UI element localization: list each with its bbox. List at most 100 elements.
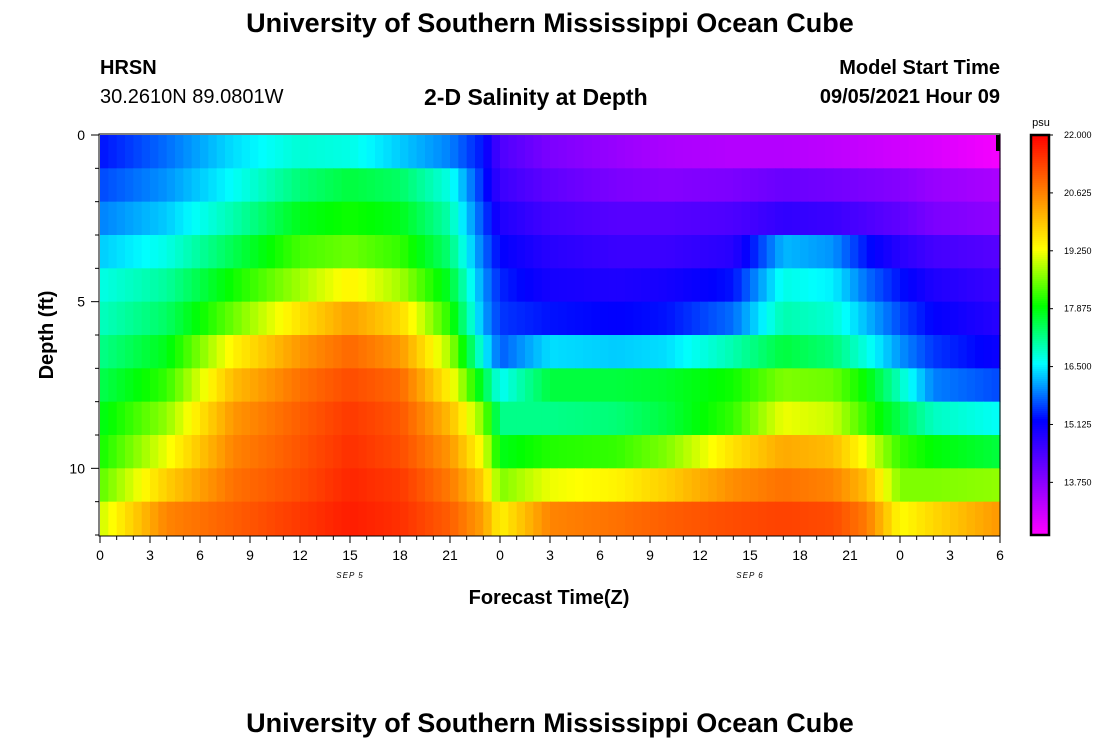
heatmap-cell <box>791 235 801 269</box>
heatmap-cell <box>383 468 393 503</box>
heatmap-cell <box>808 201 818 236</box>
heatmap-cell <box>341 368 351 403</box>
heatmap-cell <box>975 268 984 303</box>
heatmap-cell <box>983 401 993 436</box>
heatmap-cell <box>583 435 593 469</box>
heatmap-cell <box>600 401 609 436</box>
heatmap-cell <box>250 501 259 536</box>
heatmap-cell <box>425 368 434 403</box>
heatmap-cell <box>666 168 676 203</box>
heatmap-cell <box>841 368 851 403</box>
heatmap-cell <box>408 268 418 303</box>
heatmap-cell <box>741 368 751 403</box>
heatmap-cell <box>966 268 976 303</box>
heatmap-cell <box>983 368 993 403</box>
heatmap-cell <box>775 135 784 169</box>
heatmap-cell <box>383 368 393 403</box>
heatmap-cell <box>683 435 693 469</box>
heatmap-cell <box>308 168 318 203</box>
heatmap-cell <box>466 435 476 469</box>
heatmap-cell <box>383 135 393 169</box>
colorbar-segment <box>1031 299 1049 302</box>
heatmap-cell <box>450 335 459 369</box>
heatmap-cell <box>875 268 884 303</box>
heatmap-cell <box>183 368 193 403</box>
heatmap-cell <box>175 468 184 503</box>
heatmap-cell <box>241 168 251 203</box>
heatmap-cell <box>683 268 693 303</box>
heatmap-cell <box>225 168 234 203</box>
heatmap-cell <box>633 435 643 469</box>
heatmap-cell <box>308 135 318 169</box>
heatmap-cell <box>283 135 293 169</box>
heatmap-cell <box>275 268 284 303</box>
heatmap-cell <box>550 135 559 169</box>
heatmap-cell <box>258 135 268 169</box>
colorbar-segment <box>1031 379 1049 382</box>
colorbar-segment <box>1031 383 1049 386</box>
heatmap-cell <box>766 401 776 436</box>
heatmap-cell <box>450 268 459 303</box>
heatmap-cell <box>316 401 326 436</box>
heatmap-cell <box>300 268 309 303</box>
heatmap-cell <box>191 501 201 536</box>
colorbar-segment <box>1031 497 1049 500</box>
heatmap-cell <box>375 201 384 236</box>
heatmap-cell <box>408 235 418 269</box>
heatmap-cell <box>766 268 776 303</box>
heatmap-cell <box>966 168 976 203</box>
heatmap-cell <box>708 268 718 303</box>
heatmap-cell <box>191 368 201 403</box>
heatmap-cell <box>350 501 359 536</box>
heatmap-cell <box>525 135 534 169</box>
heatmap-cell <box>833 135 843 169</box>
heatmap-cell <box>600 435 609 469</box>
heatmap-cell <box>416 201 426 236</box>
heatmap-cell <box>191 135 201 169</box>
colorbar-segment <box>1031 289 1049 292</box>
heatmap-cell <box>425 335 434 369</box>
heatmap-cell <box>666 435 676 469</box>
heatmap-cell <box>550 201 559 236</box>
heatmap-cell <box>866 268 876 303</box>
heatmap-cell <box>758 268 768 303</box>
heatmap-cell <box>208 368 218 403</box>
heatmap-cell <box>716 501 726 536</box>
heatmap-cell <box>716 368 726 403</box>
colorbar-segment <box>1031 205 1049 208</box>
heatmap-cell <box>633 201 643 236</box>
heatmap-cell <box>991 435 1001 469</box>
heatmap-cell <box>783 368 793 403</box>
heatmap-cell <box>608 401 618 436</box>
colorbar-segment <box>1031 473 1049 476</box>
heatmap-cell <box>541 435 551 469</box>
heatmap-cell <box>100 235 109 269</box>
heatmap-cell <box>408 135 418 169</box>
heatmap-cell <box>400 235 409 269</box>
heatmap-cell <box>575 501 584 536</box>
heatmap-cell <box>341 401 351 436</box>
heatmap-cell <box>116 368 126 403</box>
x-tick-label: 9 <box>246 547 254 563</box>
heatmap-cell <box>208 435 218 469</box>
heatmap-cell <box>333 435 343 469</box>
heatmap-cell <box>391 268 401 303</box>
heatmap-cell <box>725 335 734 369</box>
heatmap-cell <box>866 501 876 536</box>
heatmap-cell <box>491 368 501 403</box>
heatmap-cell <box>425 435 434 469</box>
heatmap-cell <box>750 368 759 403</box>
colorbar-segment <box>1031 231 1049 234</box>
heatmap-cell <box>958 368 968 403</box>
heatmap-cell <box>891 301 901 336</box>
heatmap-cell <box>175 501 184 536</box>
heatmap-cell <box>150 368 159 403</box>
heatmap-cell <box>975 135 984 169</box>
x-tick-label: 15 <box>742 547 758 563</box>
heatmap-cell <box>775 401 784 436</box>
heatmap-cell <box>891 468 901 503</box>
heatmap-cell <box>900 268 909 303</box>
heatmap-cell <box>841 335 851 369</box>
heatmap-cell <box>925 335 934 369</box>
colorbar-segment <box>1031 157 1049 160</box>
